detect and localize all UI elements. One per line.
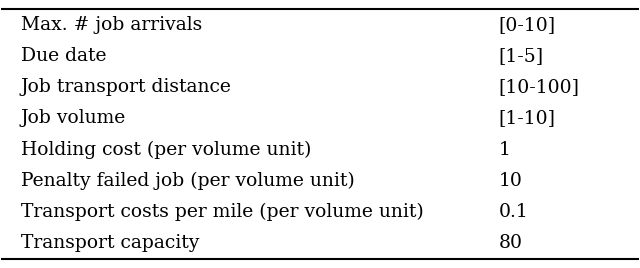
Text: 0.1: 0.1 xyxy=(499,203,528,221)
Text: 80: 80 xyxy=(499,234,522,252)
Text: Max. # job arrivals: Max. # job arrivals xyxy=(20,16,202,34)
Text: Holding cost (per volume unit): Holding cost (per volume unit) xyxy=(20,140,311,159)
Text: Penalty failed job (per volume unit): Penalty failed job (per volume unit) xyxy=(20,172,355,190)
Text: Due date: Due date xyxy=(20,47,106,65)
Text: Transport capacity: Transport capacity xyxy=(20,234,199,252)
Text: [1-5]: [1-5] xyxy=(499,47,543,65)
Text: [10-100]: [10-100] xyxy=(499,78,579,96)
Text: 1: 1 xyxy=(499,141,510,159)
Text: [0-10]: [0-10] xyxy=(499,16,556,34)
Text: Transport costs per mile (per volume unit): Transport costs per mile (per volume uni… xyxy=(20,203,423,221)
Text: [1-10]: [1-10] xyxy=(499,109,556,127)
Text: Job transport distance: Job transport distance xyxy=(20,78,232,96)
Text: Job volume: Job volume xyxy=(20,109,125,127)
Text: 10: 10 xyxy=(499,172,522,190)
